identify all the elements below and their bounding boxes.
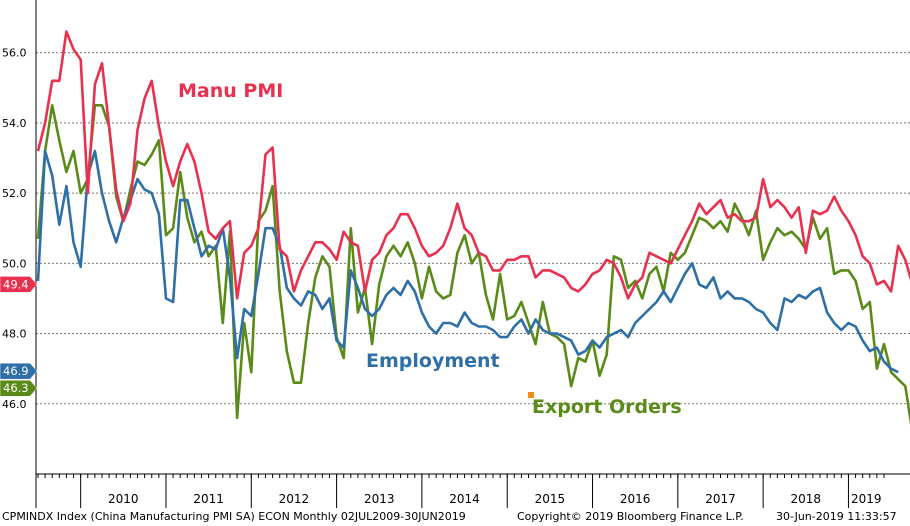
last-value-tags: 49.4 46.9 46.3 xyxy=(0,276,38,397)
x-tick-label: 2018 xyxy=(791,492,822,506)
y-tick-label: 54.0 xyxy=(2,117,27,130)
footer-timestamp: 30-Jun-2019 11:33:57 xyxy=(776,510,897,523)
last-value-tag-label: 49.4 xyxy=(3,277,29,291)
last-value-tag: 46.9 xyxy=(0,362,38,380)
axes: 46.0 48.0 50.0 52.0 54.0 56.0 2010 2011 2012 2013… xyxy=(2,0,910,508)
x-tick-label: 2010 xyxy=(108,492,139,506)
series-line-manu-pmi xyxy=(36,30,910,300)
export-orders-label: Export Orders xyxy=(532,396,682,418)
x-tick-label: 2014 xyxy=(449,492,480,506)
y-tick-label: 56.0 xyxy=(2,47,27,60)
last-value-tag-label: 46.9 xyxy=(3,364,29,378)
x-tick-label: 2012 xyxy=(279,492,310,506)
x-tick-label: 2017 xyxy=(705,492,736,506)
x-tick-label: 2019 xyxy=(851,492,882,506)
x-tick-label: 2013 xyxy=(364,492,395,506)
series-line-export-orders xyxy=(36,104,910,425)
footer-bar: CPMINDX Index (China Manufacturing PMI S… xyxy=(0,508,910,526)
last-value-tag: 46.3 xyxy=(0,379,38,397)
line-chart: 46.0 48.0 50.0 52.0 54.0 56.0 2010 2011 2012 2013… xyxy=(0,0,910,508)
series-lines xyxy=(36,30,910,425)
y-tick-label: 48.0 xyxy=(2,328,27,341)
x-tick-label: 2016 xyxy=(620,492,651,506)
x-tick-label: 2011 xyxy=(193,492,224,506)
footer-source: CPMINDX Index (China Manufacturing PMI S… xyxy=(2,510,466,523)
last-value-tag-bg xyxy=(0,379,38,397)
employment-label: Employment xyxy=(366,350,500,372)
last-value-tag-label: 46.3 xyxy=(3,381,29,395)
last-value-tag-bg xyxy=(0,276,38,293)
x-tick-label: 2015 xyxy=(535,492,566,506)
y-tick-label: 52.0 xyxy=(2,187,27,200)
manu-pmi-label: Manu PMI xyxy=(178,80,284,102)
export-orders-marker xyxy=(528,392,534,398)
y-tick-label: 50.0 xyxy=(2,257,27,270)
last-value-tag: 49.4 xyxy=(0,276,38,293)
last-value-tag-bg xyxy=(0,362,38,380)
footer-copyright: Copyright© 2019 Bloomberg Finance L.P. xyxy=(517,510,744,523)
series-line-employment xyxy=(36,149,899,374)
y-tick-label: 46.0 xyxy=(2,398,27,411)
